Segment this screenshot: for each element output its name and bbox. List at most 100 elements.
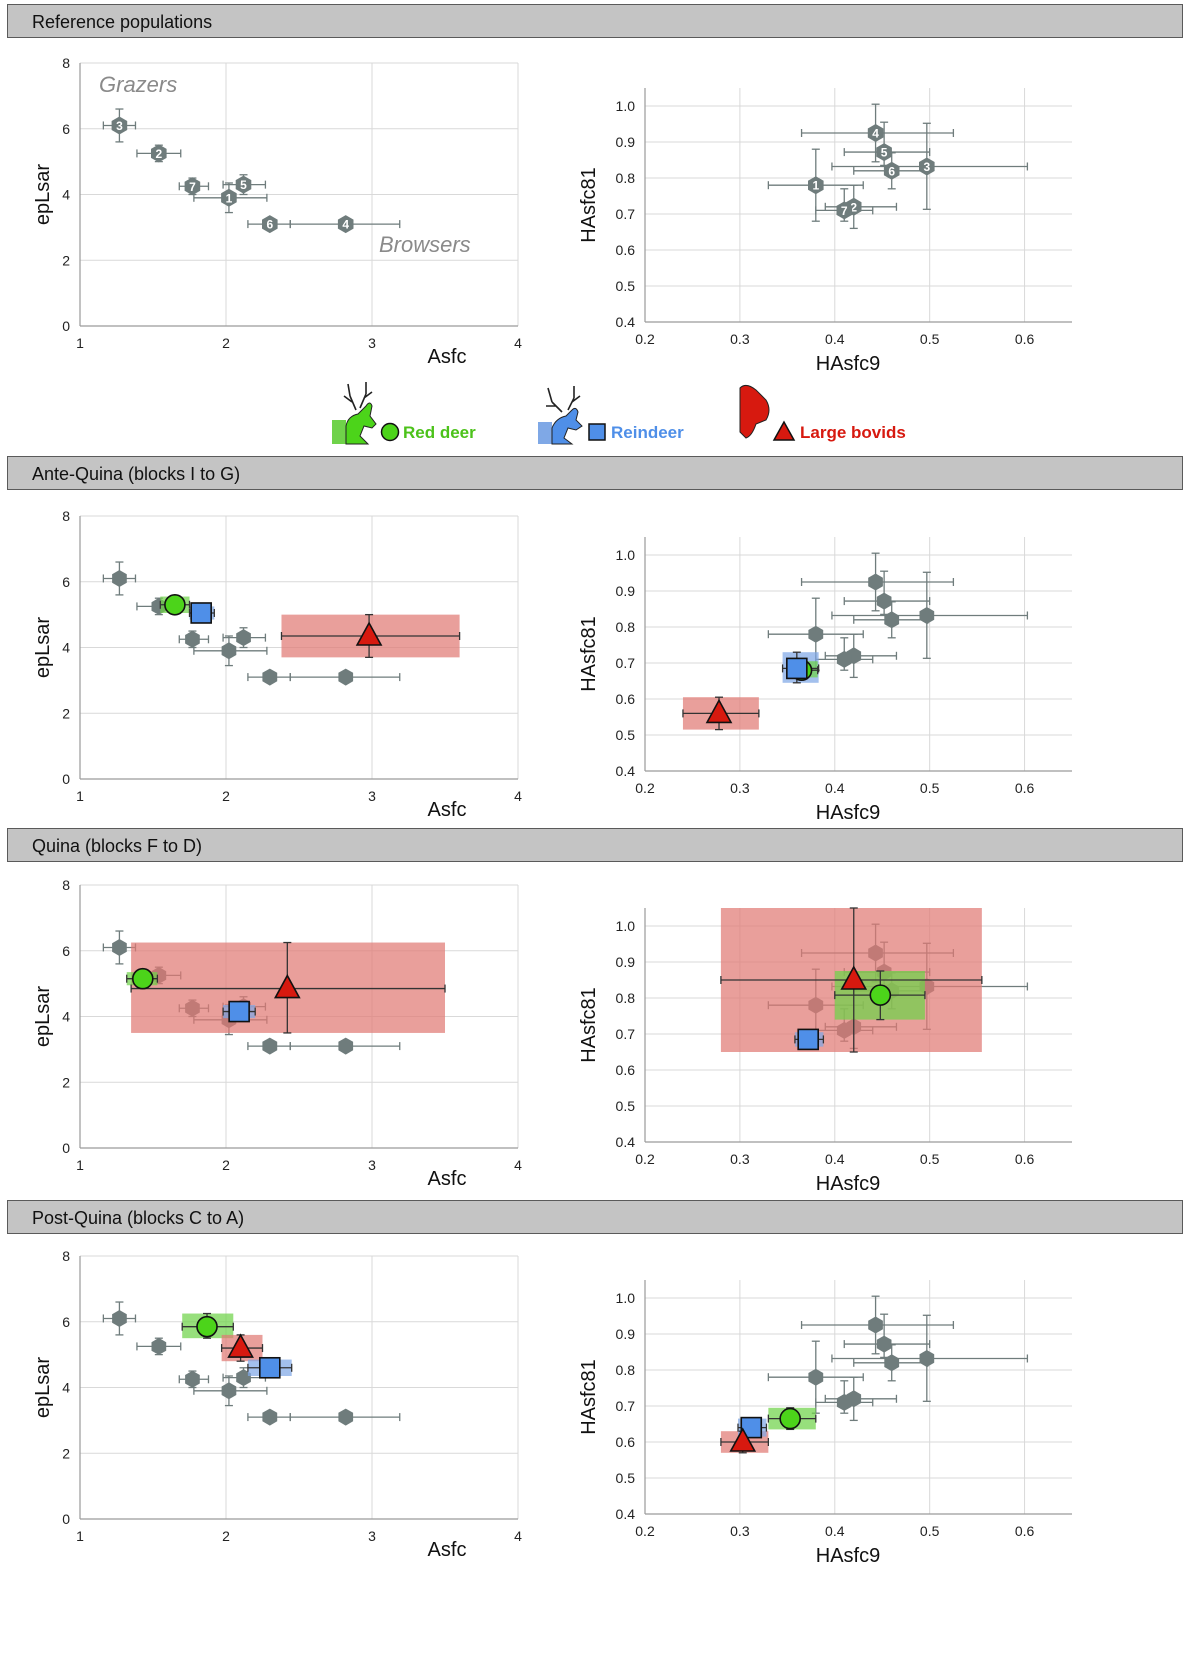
reference-point-marker bbox=[112, 570, 127, 587]
x-axis-title: HAsfc9 bbox=[816, 1545, 880, 1567]
y-tick-label: 0.6 bbox=[616, 1434, 636, 1450]
y-tick-label: 1.0 bbox=[616, 1290, 636, 1306]
x-tick-label: 0.4 bbox=[825, 331, 845, 347]
x-tick-label: 0.2 bbox=[635, 1151, 655, 1167]
x-tick-label: 1 bbox=[76, 1528, 84, 1544]
reference-point-marker bbox=[919, 1350, 935, 1367]
x-tick-label: 0.5 bbox=[920, 780, 940, 796]
reference-point-label: 2 bbox=[155, 147, 162, 161]
reindeer-marker bbox=[228, 1000, 250, 1023]
y-tick-label: 4 bbox=[62, 640, 70, 656]
section-header-reference: Reference populations bbox=[7, 4, 1183, 38]
reference-point-marker bbox=[876, 1335, 892, 1353]
x-axis-title: Asfc bbox=[428, 1168, 467, 1190]
y-axis-title: HAsfc81 bbox=[578, 616, 600, 692]
reference-point-marker bbox=[221, 1382, 237, 1400]
y-tick-label: 0.9 bbox=[616, 954, 636, 970]
red-deer-marker bbox=[164, 593, 186, 616]
y-axis-title: epLsar bbox=[32, 986, 54, 1047]
legend-red-deer: Red deer bbox=[403, 423, 476, 442]
reference-point-marker bbox=[808, 176, 824, 195]
x-tick-label: 0.3 bbox=[730, 1151, 750, 1167]
y-tick-label: 0.8 bbox=[616, 1362, 636, 1378]
x-tick-label: 0.6 bbox=[1015, 1523, 1035, 1539]
y-tick-label: 1.0 bbox=[616, 547, 636, 563]
x-axis-title: Asfc bbox=[428, 346, 467, 368]
y-tick-label: 4 bbox=[62, 1380, 70, 1396]
bovid-icon bbox=[739, 384, 770, 439]
x-tick-label: 0.5 bbox=[920, 331, 940, 347]
y-axis-title: HAsfc81 bbox=[578, 167, 600, 243]
reference-point-marker bbox=[221, 188, 237, 207]
reference-point-label: 1 bbox=[226, 191, 233, 205]
y-tick-label: 0.5 bbox=[616, 1470, 636, 1486]
y-tick-label: 8 bbox=[62, 877, 70, 893]
y-tick-label: 8 bbox=[62, 55, 70, 71]
reference-point-marker bbox=[151, 1337, 167, 1355]
y-tick-label: 0.6 bbox=[616, 691, 636, 707]
x-tick-label: 0.4 bbox=[825, 1523, 845, 1539]
y-tick-label: 6 bbox=[62, 574, 70, 590]
reindeer-marker bbox=[740, 1416, 763, 1439]
reference-point-label: 4 bbox=[872, 127, 879, 141]
reference-point-marker bbox=[867, 124, 884, 142]
y-tick-label: 4 bbox=[62, 1009, 70, 1025]
x-axis-title: HAsfc9 bbox=[816, 802, 880, 824]
reference-point-marker bbox=[184, 177, 201, 196]
y-tick-label: 0.5 bbox=[616, 1098, 636, 1114]
x-tick-label: 2 bbox=[222, 1528, 230, 1544]
reference-point-label: 7 bbox=[841, 204, 848, 218]
y-tick-label: 0.7 bbox=[616, 1026, 636, 1042]
x-tick-label: 1 bbox=[76, 788, 84, 804]
y-tick-label: 0.4 bbox=[616, 314, 636, 330]
y-tick-label: 8 bbox=[62, 508, 70, 524]
x-axis-title: Asfc bbox=[428, 1539, 467, 1561]
reference-point-label: 3 bbox=[116, 119, 123, 133]
x-tick-label: 0.4 bbox=[825, 780, 845, 796]
red-deer-icon bbox=[332, 382, 377, 445]
reference-point-marker bbox=[808, 625, 824, 643]
y-tick-label: 4 bbox=[62, 187, 70, 203]
legend-reindeer: Reindeer bbox=[611, 423, 684, 442]
bovid-marker bbox=[772, 420, 796, 441]
reference-point-marker bbox=[337, 215, 354, 234]
x-tick-label: 3 bbox=[368, 788, 376, 804]
red-deer-marker bbox=[869, 984, 892, 1006]
section-header-quina: Quina (blocks F to D) bbox=[7, 828, 1183, 862]
reference-point-label: 6 bbox=[266, 218, 273, 232]
y-tick-label: 2 bbox=[62, 705, 70, 721]
reference-point-marker bbox=[868, 1316, 883, 1334]
x-tick-label: 2 bbox=[222, 1157, 230, 1173]
x-axis-title: HAsfc9 bbox=[816, 353, 880, 375]
large-bovids-marker bbox=[705, 698, 733, 724]
x-tick-label: 0.3 bbox=[730, 780, 750, 796]
y-tick-label: 6 bbox=[62, 1314, 70, 1330]
large-bovids-marker bbox=[729, 1427, 757, 1452]
legend: Red deer Reindeer Large bovids bbox=[0, 376, 1189, 466]
reference-point-marker bbox=[919, 157, 935, 176]
reindeer-icon bbox=[538, 386, 583, 445]
reference-point-marker bbox=[836, 1393, 852, 1411]
x-tick-label: 0.5 bbox=[920, 1151, 940, 1167]
section-title: Post-Quina (blocks C to A) bbox=[32, 1208, 245, 1228]
section-title: Reference populations bbox=[32, 12, 213, 32]
y-tick-label: 0.7 bbox=[616, 1398, 636, 1414]
y-tick-label: 0 bbox=[62, 1140, 70, 1156]
y-tick-label: 1.0 bbox=[616, 98, 636, 114]
x-tick-label: 0.5 bbox=[920, 1523, 940, 1539]
x-tick-label: 1 bbox=[76, 1157, 84, 1173]
reference-point-marker bbox=[262, 668, 278, 686]
reference-point-marker bbox=[111, 116, 128, 135]
legend-large-bovids: Large bovids bbox=[800, 423, 906, 442]
y-tick-label: 6 bbox=[62, 943, 70, 959]
y-tick-label: 6 bbox=[62, 121, 70, 137]
y-axis-title: HAsfc81 bbox=[578, 987, 600, 1063]
browsers-label: Browsers bbox=[379, 232, 471, 257]
x-tick-label: 2 bbox=[222, 788, 230, 804]
y-tick-label: 0.8 bbox=[616, 619, 636, 635]
